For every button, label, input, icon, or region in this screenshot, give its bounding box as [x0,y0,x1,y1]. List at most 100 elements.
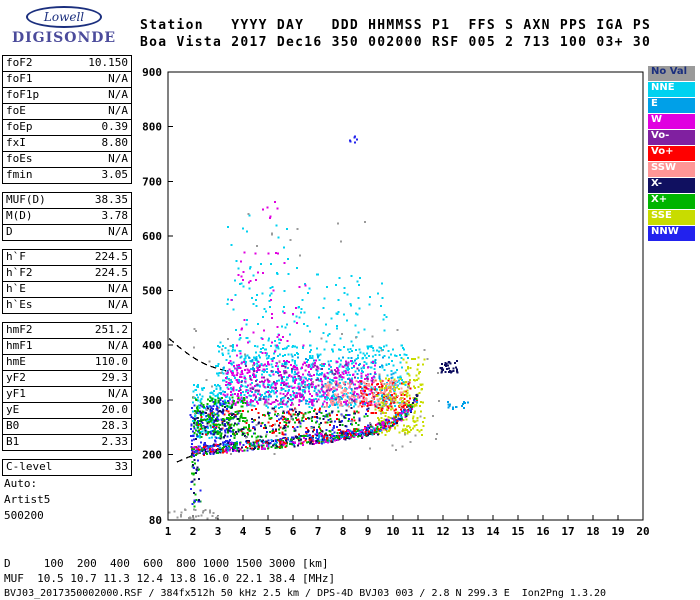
parameter-row-h`E: h`E N/A [2,281,132,298]
parameter-label: M(D) [6,209,33,222]
y-tick-label: 300 [142,394,162,407]
parameter-value: N/A [108,88,128,101]
parameter-label: h`F2 [6,266,33,279]
parameter-value: 28.3 [101,419,129,432]
parameter-label: foF2 [6,56,33,69]
parameter-label: foEs [6,152,33,165]
parameter-value: N/A [108,387,128,400]
muf-row: MUF 10.5 10.7 11.3 12.4 13.8 16.0 22.1 3… [4,572,336,585]
x-tick-label: 9 [365,525,372,538]
parameter-value: N/A [108,339,128,352]
echo-points [168,135,469,520]
x-tick-label: 14 [486,525,500,538]
y-tick-label: 400 [142,339,162,352]
auto-block-line: 500200 [4,509,44,522]
x-tick-label: 17 [561,525,574,538]
x-tick-label: 15 [511,525,524,538]
parameter-value: 224.5 [94,266,128,279]
parameter-value: 110.0 [94,355,128,368]
parameter-label: foF1p [6,88,40,101]
x-tick-label: 10 [386,525,399,538]
legend-item-vo+: Vo+ [648,146,695,161]
x-tick-label: 2 [190,525,197,538]
parameter-label: hmE [6,355,26,368]
autoscaling-block: Auto: Artist5 500200 [4,476,50,524]
x-tick-label: 12 [436,525,449,538]
y-tick-label: 600 [142,230,162,243]
legend-item-nne: NNE [648,82,695,97]
auto-block-line: Auto: [4,477,38,490]
legend-item-no-val: No Val [648,66,695,81]
parameter-value: N/A [108,225,128,238]
parameter-row-hmF2: hmF2 251.2 [2,322,132,339]
x-tick-label: 1 [165,525,172,538]
x-tick-label: 8 [340,525,347,538]
parameter-row-B1: B1 2.33 [2,434,132,451]
parameter-value: N/A [108,298,128,311]
x-tick-label: 18 [586,525,599,538]
parameter-value: 2.33 [101,435,129,448]
parameter-label: hmF1 [6,339,33,352]
x-tick-label: 19 [611,525,624,538]
parameter-label: yE [6,403,20,416]
auto-block-line: Artist5 [4,493,51,506]
parameter-row-foF1p: foF1p N/A [2,87,132,104]
parameter-value: N/A [108,152,128,165]
legend-item-e: E [648,98,695,113]
parameter-row-C-level: C-level 33 [2,459,132,476]
parameter-label: foE [6,104,26,117]
parameter-label: hmF2 [6,323,33,336]
parameter-panel: foF2 10.150 foF1 N/A foF1p N/A foE N/A foEp 0.39 f… [2,55,132,485]
parameter-value: 8.80 [101,136,129,149]
y-tick-label: 500 [142,285,162,298]
artist-trace-dashed [168,338,229,373]
x-tick-label: 5 [265,525,272,538]
x-tick-label: 20 [636,525,649,538]
y-tick-label: 700 [142,175,162,188]
x-tick-label: 3 [215,525,222,538]
parameter-value: 0.39 [101,120,129,133]
d-row: D 100 200 400 600 800 1000 1500 3000 [km… [4,557,329,570]
parameter-value: N/A [108,282,128,295]
parameter-group: C-level 33 [2,459,132,476]
parameter-value: 224.5 [94,250,128,263]
parameter-label: h`Es [6,298,33,311]
legend-item-vo-: Vo- [648,130,695,145]
parameter-group: hmF2 251.2 hmF1 N/A hmE 110.0 yF2 29.3 yF1 N/A yE 2… [2,322,132,451]
y-tick-label: 800 [142,121,162,134]
parameter-group: MUF(D) 38.35 M(D) 3.78 D N/A [2,192,132,241]
parameter-row-foF1: foF1 N/A [2,71,132,88]
parameter-label: fxI [6,136,26,149]
parameter-group: h`F 224.5 h`F2 224.5 h`E N/A h`Es N/A [2,249,132,314]
legend-item-sse: SSE [648,210,695,225]
legend-item-w: W [648,114,695,129]
legend-item-nnw: NNW [648,226,695,241]
parameter-row-h`F2: h`F2 224.5 [2,265,132,282]
lowell-digisonde-logo: Lowell DIGISONDE [8,6,120,46]
y-tick-label: 900 [142,66,162,79]
x-tick-label: 11 [411,525,425,538]
x-tick-label: 13 [461,525,474,538]
parameter-row-yE: yE 20.0 [2,402,132,419]
legend-item-ssw: SSW [648,162,695,177]
parameter-label: fmin [6,168,33,181]
parameter-row-foF2: foF2 10.150 [2,55,132,72]
status-line: BVJ03_2017350002000.RSF / 384fx512h 50 k… [4,588,607,599]
direction-legend: No Val NNE E W Vo- Vo+ SSW X- X+ SSE NNW [648,66,695,242]
parameter-row-yF2: yF2 29.3 [2,370,132,387]
logo-lowell-text: Lowell [43,10,85,24]
parameter-value: 20.0 [101,403,129,416]
parameter-value: N/A [108,104,128,117]
parameter-row-D: D N/A [2,224,132,241]
plot-frame [167,71,644,521]
parameter-value: N/A [108,72,128,85]
station-header-line1: Station YYYY DAY DDD HHMMSS P1 FFS S AXN… [140,18,652,33]
legend-item-x-: X- [648,178,695,193]
d-muf-table: D 100 200 400 600 800 1000 1500 3000 [km… [4,556,335,586]
parameter-row-fmin: fmin 3.05 [2,167,132,184]
parameter-value: 33 [114,460,128,473]
y-tick-label: 200 [142,448,162,461]
parameter-row-MUF(D): MUF(D) 38.35 [2,192,132,209]
